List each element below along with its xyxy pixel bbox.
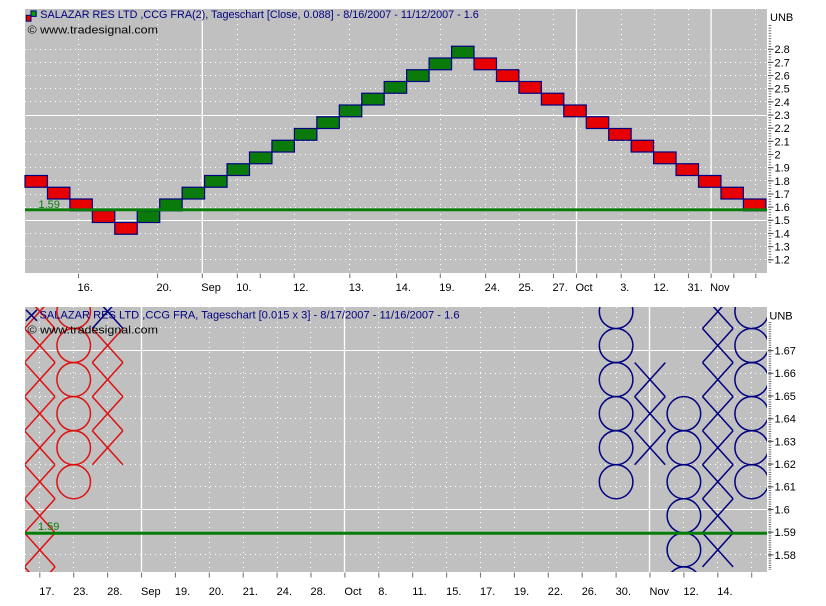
svg-text:1.63: 1.63: [775, 436, 796, 448]
svg-text:1.58: 1.58: [775, 550, 796, 562]
svg-text:© www.tradesignal.com: © www.tradesignal.com: [28, 324, 159, 336]
svg-text:19.: 19.: [439, 282, 454, 294]
svg-text:20.: 20.: [157, 282, 172, 294]
svg-text:SALAZAR RES LTD ,CCG FRA(2), T: SALAZAR RES LTD ,CCG FRA(2), Tageschart …: [40, 9, 479, 21]
svg-text:1.67: 1.67: [775, 346, 796, 358]
svg-text:23.: 23.: [73, 586, 88, 598]
svg-text:2.6: 2.6: [775, 70, 790, 82]
svg-text:2.2: 2.2: [775, 123, 790, 135]
svg-text:2.4: 2.4: [775, 97, 790, 109]
svg-text:11.: 11.: [412, 586, 426, 598]
svg-text:19.: 19.: [175, 586, 190, 598]
svg-text:Oct: Oct: [576, 282, 593, 294]
svg-text:SALAZAR RES LTD ,CCG FRA, Tage: SALAZAR RES LTD ,CCG FRA, Tageschart [0.…: [40, 310, 460, 322]
svg-text:12.: 12.: [293, 282, 308, 294]
svg-text:1.6: 1.6: [775, 504, 790, 516]
svg-text:17.: 17.: [39, 586, 54, 598]
svg-text:Sep: Sep: [141, 586, 161, 598]
svg-text:26.: 26.: [582, 586, 597, 598]
svg-text:17.: 17.: [480, 586, 495, 598]
svg-text:1.3: 1.3: [775, 242, 790, 254]
svg-text:1.5: 1.5: [775, 215, 790, 227]
svg-text:2.8: 2.8: [775, 44, 790, 56]
svg-text:30.: 30.: [616, 586, 631, 598]
svg-text:1.59: 1.59: [38, 521, 59, 533]
svg-text:28.: 28.: [107, 586, 122, 598]
svg-text:10.: 10.: [236, 282, 251, 294]
svg-text:8.: 8.: [378, 586, 387, 598]
svg-text:13.: 13.: [349, 282, 364, 294]
svg-text:UNB: UNB: [770, 12, 793, 24]
svg-text:24.: 24.: [277, 586, 292, 598]
svg-text:1.59: 1.59: [775, 527, 796, 539]
svg-text:1.8: 1.8: [775, 176, 790, 188]
svg-text:1.6: 1.6: [775, 202, 790, 214]
svg-text:1.4: 1.4: [775, 228, 790, 240]
svg-text:21.: 21.: [243, 586, 258, 598]
svg-text:2.7: 2.7: [775, 57, 790, 69]
svg-text:2.5: 2.5: [775, 84, 790, 96]
svg-text:12.: 12.: [683, 586, 698, 598]
svg-text:16.: 16.: [78, 282, 93, 294]
svg-text:Sep: Sep: [201, 282, 221, 294]
svg-text:1.64: 1.64: [775, 414, 796, 426]
svg-text:© www.tradesignal.com: © www.tradesignal.com: [28, 24, 159, 36]
svg-text:27.: 27.: [553, 282, 568, 294]
svg-text:25.: 25.: [519, 282, 534, 294]
svg-text:1.7: 1.7: [775, 189, 790, 201]
svg-text:2: 2: [775, 149, 781, 161]
svg-text:1.62: 1.62: [775, 459, 796, 471]
svg-text:20.: 20.: [209, 586, 224, 598]
svg-text:1.66: 1.66: [775, 368, 796, 380]
svg-text:24.: 24.: [485, 282, 500, 294]
svg-text:Nov: Nov: [650, 586, 670, 598]
svg-text:1.65: 1.65: [775, 391, 796, 403]
svg-text:1.9: 1.9: [775, 163, 790, 175]
svg-text:1.61: 1.61: [775, 482, 796, 494]
svg-text:Oct: Oct: [344, 586, 361, 598]
svg-text:19.: 19.: [514, 586, 529, 598]
svg-text:2.1: 2.1: [775, 136, 790, 148]
svg-text:Nov: Nov: [710, 282, 730, 294]
svg-text:1.59: 1.59: [39, 199, 60, 211]
svg-text:12.: 12.: [654, 282, 669, 294]
svg-text:2.3: 2.3: [775, 110, 790, 122]
svg-text:14.: 14.: [396, 282, 411, 294]
svg-text:22.: 22.: [548, 586, 563, 598]
svg-text:31.: 31.: [688, 282, 703, 294]
svg-text:1.2: 1.2: [775, 255, 790, 267]
svg-text:14.: 14.: [717, 586, 732, 598]
svg-text:15.: 15.: [446, 586, 461, 598]
svg-text:28.: 28.: [311, 586, 326, 598]
svg-text:UNB: UNB: [769, 310, 792, 322]
svg-text:3.: 3.: [620, 282, 629, 294]
